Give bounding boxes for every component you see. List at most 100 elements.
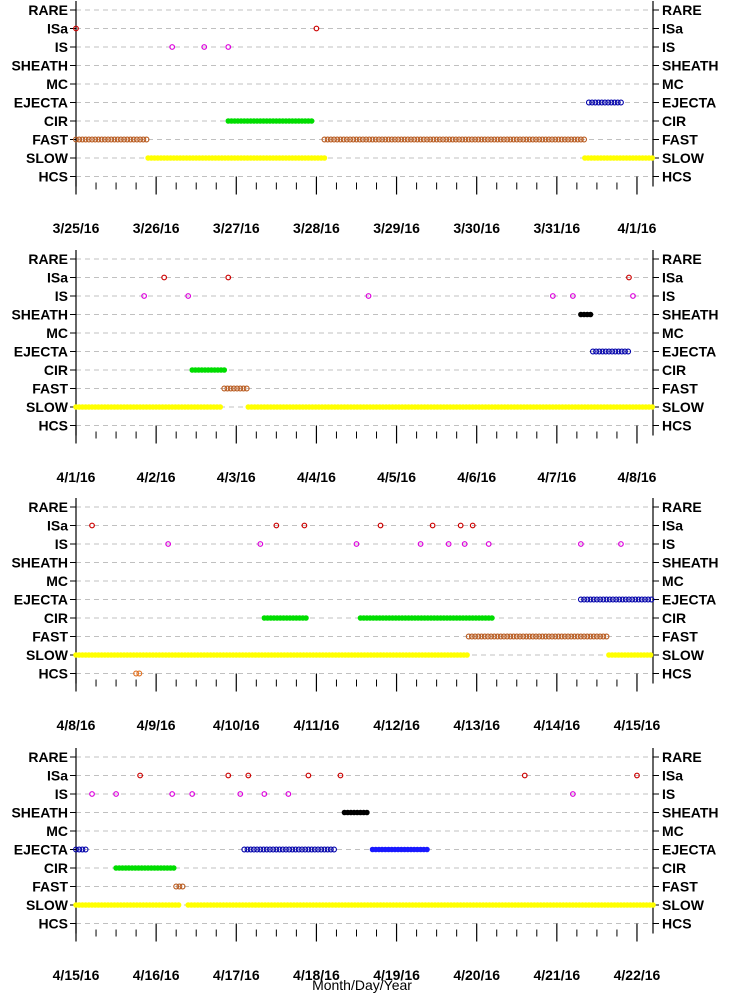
data-point-fast: [92, 136, 99, 143]
data-point-isa: [337, 772, 344, 779]
data-point-ejecta: [279, 846, 286, 853]
data-point-fast: [600, 633, 607, 640]
data-point-ejecta: [584, 596, 591, 603]
data-point-is: [165, 541, 172, 547]
data-point-fast: [130, 136, 137, 143]
data-point-fast: [510, 136, 517, 143]
series-cir: [261, 615, 309, 621]
series-slow: [73, 404, 224, 410]
series-ejecta: [369, 846, 430, 853]
data-point-fast: [536, 633, 543, 640]
data-point-is: [485, 541, 492, 547]
data-point-is: [445, 541, 452, 547]
series-slow: [245, 404, 655, 410]
category-label-left: SLOW: [26, 150, 69, 166]
data-point-fast: [385, 136, 392, 143]
data-point-ejecta: [315, 846, 321, 853]
data-point-fast: [494, 633, 501, 640]
data-point-ejecta: [612, 348, 619, 355]
data-point-ejecta: [609, 596, 616, 603]
category-label-left: SHEATH: [11, 805, 68, 821]
category-label-left: FAST: [32, 629, 68, 645]
data-point-is: [577, 541, 584, 547]
x-tick-label: 4/16/16: [133, 967, 180, 983]
data-point-ejecta: [308, 846, 315, 853]
series-isa: [73, 25, 320, 32]
data-point-is: [201, 44, 208, 50]
data-point-fast: [343, 136, 350, 143]
data-point-fast: [587, 633, 594, 640]
data-point-is: [365, 293, 372, 299]
data-point-ejecta: [603, 596, 610, 603]
data-point-fast: [571, 633, 578, 640]
data-point-fast: [234, 385, 241, 392]
data-point-fast: [443, 136, 450, 143]
data-point-cir: [308, 118, 315, 124]
data-point-ejecta: [593, 348, 600, 355]
data-point-fast: [593, 633, 600, 640]
data-point-ejecta: [600, 596, 607, 603]
data-point-ejecta: [595, 99, 602, 106]
data-point-is: [89, 791, 95, 797]
data-point-isa: [225, 274, 232, 281]
data-point-ejecta: [592, 99, 599, 106]
data-point-fast: [117, 136, 124, 143]
data-point-isa: [137, 772, 144, 779]
x-tick-label: 4/20/16: [453, 967, 500, 983]
data-point-fast: [82, 136, 89, 143]
data-point-fast: [533, 633, 539, 640]
data-point-ejecta: [613, 596, 620, 603]
data-point-isa: [521, 772, 528, 779]
data-point-slow: [175, 902, 182, 908]
x-tick-label: 4/11/16: [293, 717, 339, 733]
data-point-ejecta: [295, 846, 302, 853]
data-point-fast: [140, 136, 147, 143]
x-tick-label: 4/1/16: [57, 469, 96, 485]
data-point-fast: [577, 633, 584, 640]
data-point-ejecta: [73, 846, 79, 853]
data-point-is: [169, 44, 176, 50]
series-is: [89, 791, 576, 797]
data-point-isa: [305, 772, 312, 779]
data-point-fast: [459, 136, 466, 143]
category-label-left: IS: [55, 536, 68, 552]
data-point-fast: [433, 136, 440, 143]
data-point-fast: [561, 136, 568, 143]
data-point-ejecta: [599, 348, 606, 355]
data-point-fast: [484, 633, 491, 640]
category-label-right: EJECTA: [662, 344, 716, 360]
category-label-left: IS: [55, 786, 68, 802]
category-label-left: SLOW: [26, 647, 69, 663]
data-point-is: [237, 791, 244, 797]
data-point-ejecta: [266, 846, 273, 853]
data-point-ejecta: [626, 596, 632, 603]
data-point-ejecta: [642, 596, 648, 603]
category-label-left: FAST: [32, 879, 68, 895]
data-point-ejecta: [318, 846, 325, 853]
data-point-isa: [626, 274, 632, 281]
data-point-fast: [331, 136, 337, 143]
x-tick-label: 4/22/16: [614, 967, 661, 983]
data-point-fast: [520, 633, 527, 640]
data-point-fast: [539, 136, 546, 143]
data-point-is: [630, 293, 636, 299]
data-point-fast: [552, 136, 559, 143]
category-label-left: CIR: [44, 610, 68, 626]
data-point-fast: [504, 633, 511, 640]
x-tick-label: 4/12/16: [373, 717, 420, 733]
data-point-fast: [114, 136, 121, 143]
data-point-fast: [565, 136, 572, 143]
data-point-fast: [366, 136, 373, 143]
data-point-fast: [584, 633, 591, 640]
data-point-is: [353, 541, 360, 547]
data-point-fast: [520, 136, 527, 143]
category-label-left: MC: [46, 823, 68, 839]
data-point-fast: [555, 633, 562, 640]
data-point-fast: [79, 136, 86, 143]
data-point-fast: [417, 136, 424, 143]
data-point-ejecta: [602, 348, 609, 355]
category-label-left: HCS: [38, 666, 68, 682]
data-point-fast: [414, 136, 421, 143]
category-label-left: HCS: [38, 169, 68, 185]
data-point-ejecta: [321, 846, 328, 853]
